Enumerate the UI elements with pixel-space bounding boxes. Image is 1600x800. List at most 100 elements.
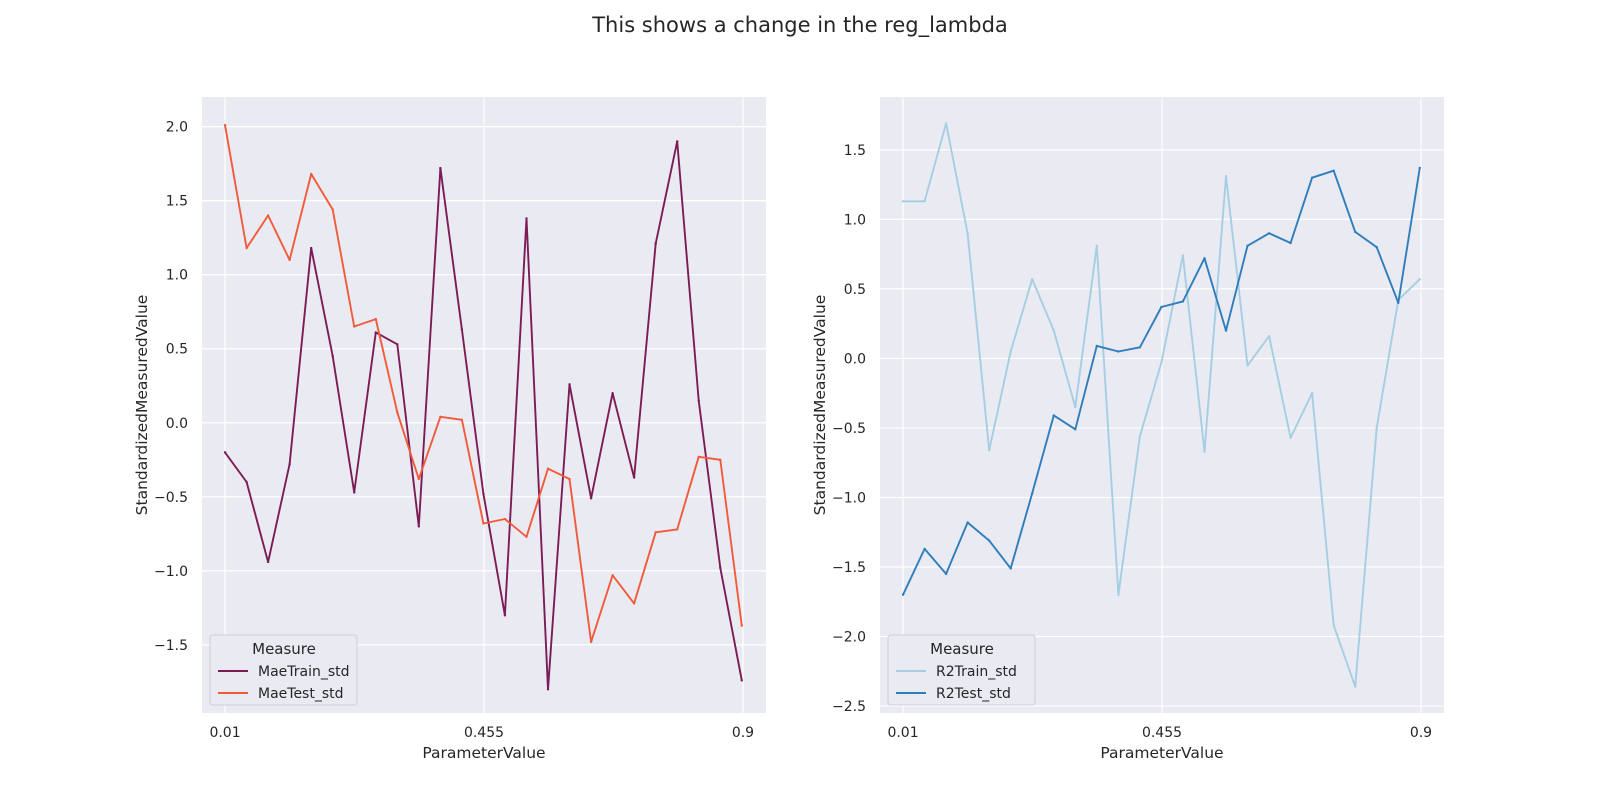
legend-entry: R2Test_std: [936, 686, 1011, 702]
legend-title: Measure: [930, 640, 994, 658]
data-point-maetrain-std: [309, 246, 313, 250]
data-point-maetrain-std: [417, 525, 421, 528]
data-point-r2train-std: [966, 232, 969, 235]
data-point-maetrain-std: [654, 242, 657, 245]
data-point-r2train-std: [1310, 391, 1314, 395]
data-point-r2test-std: [1095, 344, 1099, 348]
data-point-r2train-std: [1009, 350, 1012, 353]
data-point-maetest-std: [396, 411, 399, 414]
legend-entry: MaeTest_std: [258, 686, 344, 702]
x-tick-label: 0.01: [887, 725, 918, 741]
y-tick-label: −2.5: [832, 699, 866, 715]
legend-title: Measure: [252, 640, 316, 658]
y-tick-label: −1.0: [832, 490, 866, 506]
data-point-maetrain-std: [482, 492, 485, 496]
data-point-r2train-std: [1267, 334, 1271, 338]
data-point-maetest-std: [482, 522, 485, 525]
data-point-maetest-std: [460, 418, 464, 422]
data-point-maetrain-std: [546, 688, 550, 691]
data-point-maetest-std: [353, 325, 356, 328]
figure-title: This shows a change in the reg_lambda: [591, 13, 1008, 38]
data-point-maetrain-std: [245, 480, 248, 484]
data-point-maetest-std: [611, 574, 614, 577]
legend-left: Measure MaeTrain_std MaeTest_std: [209, 634, 358, 706]
data-point-maetrain-std: [740, 679, 743, 682]
data-point-maetrain-std: [266, 560, 270, 564]
y-axis-label: StandardizedMeasuredValue: [133, 295, 151, 516]
data-point-maetrain-std: [288, 463, 291, 466]
y-tick-label: 0.0: [844, 351, 866, 367]
legend-box: [209, 634, 358, 706]
x-tick-label: 0.455: [464, 725, 504, 741]
data-point-maetest-std: [245, 246, 248, 250]
data-point-r2test-std: [1224, 329, 1228, 332]
data-point-r2train-std: [1181, 254, 1185, 257]
data-point-maetrain-std: [525, 217, 528, 220]
y-tick-label: 1.0: [166, 268, 188, 284]
data-point-r2test-std: [1160, 305, 1163, 309]
legend-entry: R2Train_std: [936, 664, 1017, 680]
data-point-maetest-std: [503, 517, 507, 521]
data-point-maetest-std: [288, 258, 291, 262]
data-point-r2train-std: [1418, 277, 1421, 281]
subplot-left: −1.5 −1.0 −0.5 0.0 0.5 1.0 1.5 2.0 0.01 0.455 0.9 P…: [133, 97, 766, 762]
data-point-maetest-std: [546, 467, 550, 470]
x-tick-label: 0.01: [209, 725, 240, 741]
y-tick-label: 1.0: [844, 212, 866, 228]
legend-entry: MaeTrain_std: [258, 664, 350, 680]
data-point-r2test-std: [1203, 257, 1206, 260]
data-point-r2test-std: [1353, 230, 1357, 234]
data-point-r2train-std: [923, 200, 926, 203]
y-tick-label: 1.5: [166, 194, 188, 210]
data-point-maetest-std: [632, 602, 636, 605]
data-point-r2test-std: [1031, 492, 1034, 495]
data-point-r2train-std: [1224, 175, 1228, 178]
data-point-maetrain-std: [697, 399, 700, 402]
data-point-r2test-std: [1117, 350, 1120, 353]
data-point-r2test-std: [1332, 169, 1335, 172]
data-point-maetest-std: [309, 172, 313, 176]
data-point-maetest-std: [439, 415, 442, 419]
x-tick-label: 0.455: [1142, 725, 1182, 741]
data-point-maetest-std: [568, 477, 571, 481]
y-tick-label: −2.0: [832, 630, 866, 646]
data-point-maetrain-std: [719, 566, 722, 570]
x-axis-label: ParameterValue: [1100, 744, 1223, 762]
y-tick-label: −1.5: [154, 638, 188, 654]
data-point-maetrain-std: [632, 476, 636, 479]
data-point-r2test-std: [1267, 232, 1271, 235]
data-point-r2train-std: [1203, 450, 1206, 453]
data-point-r2test-std: [1181, 300, 1185, 303]
x-axis-label: ParameterValue: [422, 744, 545, 762]
data-point-r2test-std: [1009, 567, 1012, 570]
data-point-r2test-std: [966, 521, 969, 524]
data-point-r2train-std: [1095, 244, 1099, 247]
subplot-right: −2.5 −2.0 −1.5 −1.0 −0.5 0.0 0.5 1.0 1.5 0.01 0.45…: [811, 97, 1444, 762]
data-point-maetest-std: [740, 624, 743, 627]
data-point-maetrain-std: [353, 491, 356, 494]
y-axis-label: StandardizedMeasuredValue: [811, 295, 829, 516]
data-point-r2test-std: [987, 539, 991, 542]
subplots: −1.5 −1.0 −0.5 0.0 0.5 1.0 1.5 2.0 0.01 0.455 0.9 P…: [133, 97, 1444, 762]
data-point-maetrain-std: [460, 328, 464, 331]
data-point-maetrain-std: [374, 331, 377, 334]
y-tick-label: 0.5: [844, 282, 866, 298]
data-point-maetest-std: [697, 455, 700, 459]
data-point-r2train-std: [901, 200, 905, 203]
data-point-maetest-std: [675, 528, 679, 531]
data-point-r2test-std: [923, 547, 926, 551]
x-tick-label: 0.9: [1410, 725, 1432, 741]
data-point-r2train-std: [1289, 436, 1292, 439]
data-point-maetest-std: [654, 531, 657, 534]
series-maetest-std: [223, 123, 743, 644]
data-point-r2train-std: [944, 122, 948, 125]
data-point-maetrain-std: [503, 614, 507, 617]
y-tick-label: 0.5: [166, 342, 188, 358]
data-point-r2test-std: [1138, 346, 1142, 349]
data-point-r2test-std: [1397, 301, 1400, 304]
data-point-maetest-std: [223, 123, 227, 127]
data-point-r2train-std: [1074, 405, 1077, 409]
data-point-maetrain-std: [675, 140, 679, 143]
data-point-r2train-std: [1138, 435, 1142, 438]
